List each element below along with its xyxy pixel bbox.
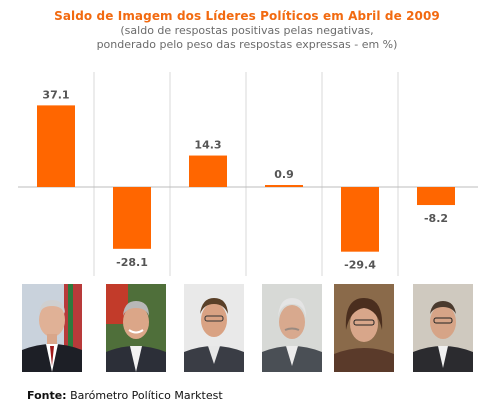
bar-2	[113, 187, 151, 249]
value-label-5: -29.4	[344, 259, 376, 272]
source-note: Fonte: Barómetro Político Marktest	[27, 389, 223, 402]
value-label-3: 14.3	[194, 139, 221, 152]
value-label-2: -28.1	[116, 256, 148, 269]
leader-photo-2	[106, 284, 166, 372]
bar-6	[417, 187, 455, 206]
value-label-4: 0.9	[274, 168, 294, 181]
bar-1	[37, 105, 75, 187]
value-label-6: -8.2	[424, 212, 448, 225]
source-text: Barómetro Político Marktest	[70, 389, 223, 402]
leader-photo-1	[22, 284, 82, 372]
bar-chart: 37.1 -28.1 14.3 0.9 -29.4 -8.2	[18, 72, 478, 276]
chart-title: Saldo de Imagem dos Líderes Políticos em…	[54, 9, 440, 23]
bar-4	[265, 185, 303, 187]
source-label: Fonte:	[27, 389, 67, 402]
value-label-1: 37.1	[42, 88, 69, 101]
bar-5	[341, 187, 379, 252]
leader-photo-3	[184, 284, 244, 372]
bar-3	[189, 155, 227, 187]
leader-photo-5	[334, 284, 394, 372]
chart-subtitle-line-1: (saldo de respostas positivas pelas nega…	[120, 24, 374, 37]
leader-photo-4	[262, 284, 322, 372]
chart-subtitle-line-2: ponderado pelo peso das respostas expres…	[96, 38, 398, 51]
leader-photo-6	[413, 284, 473, 372]
